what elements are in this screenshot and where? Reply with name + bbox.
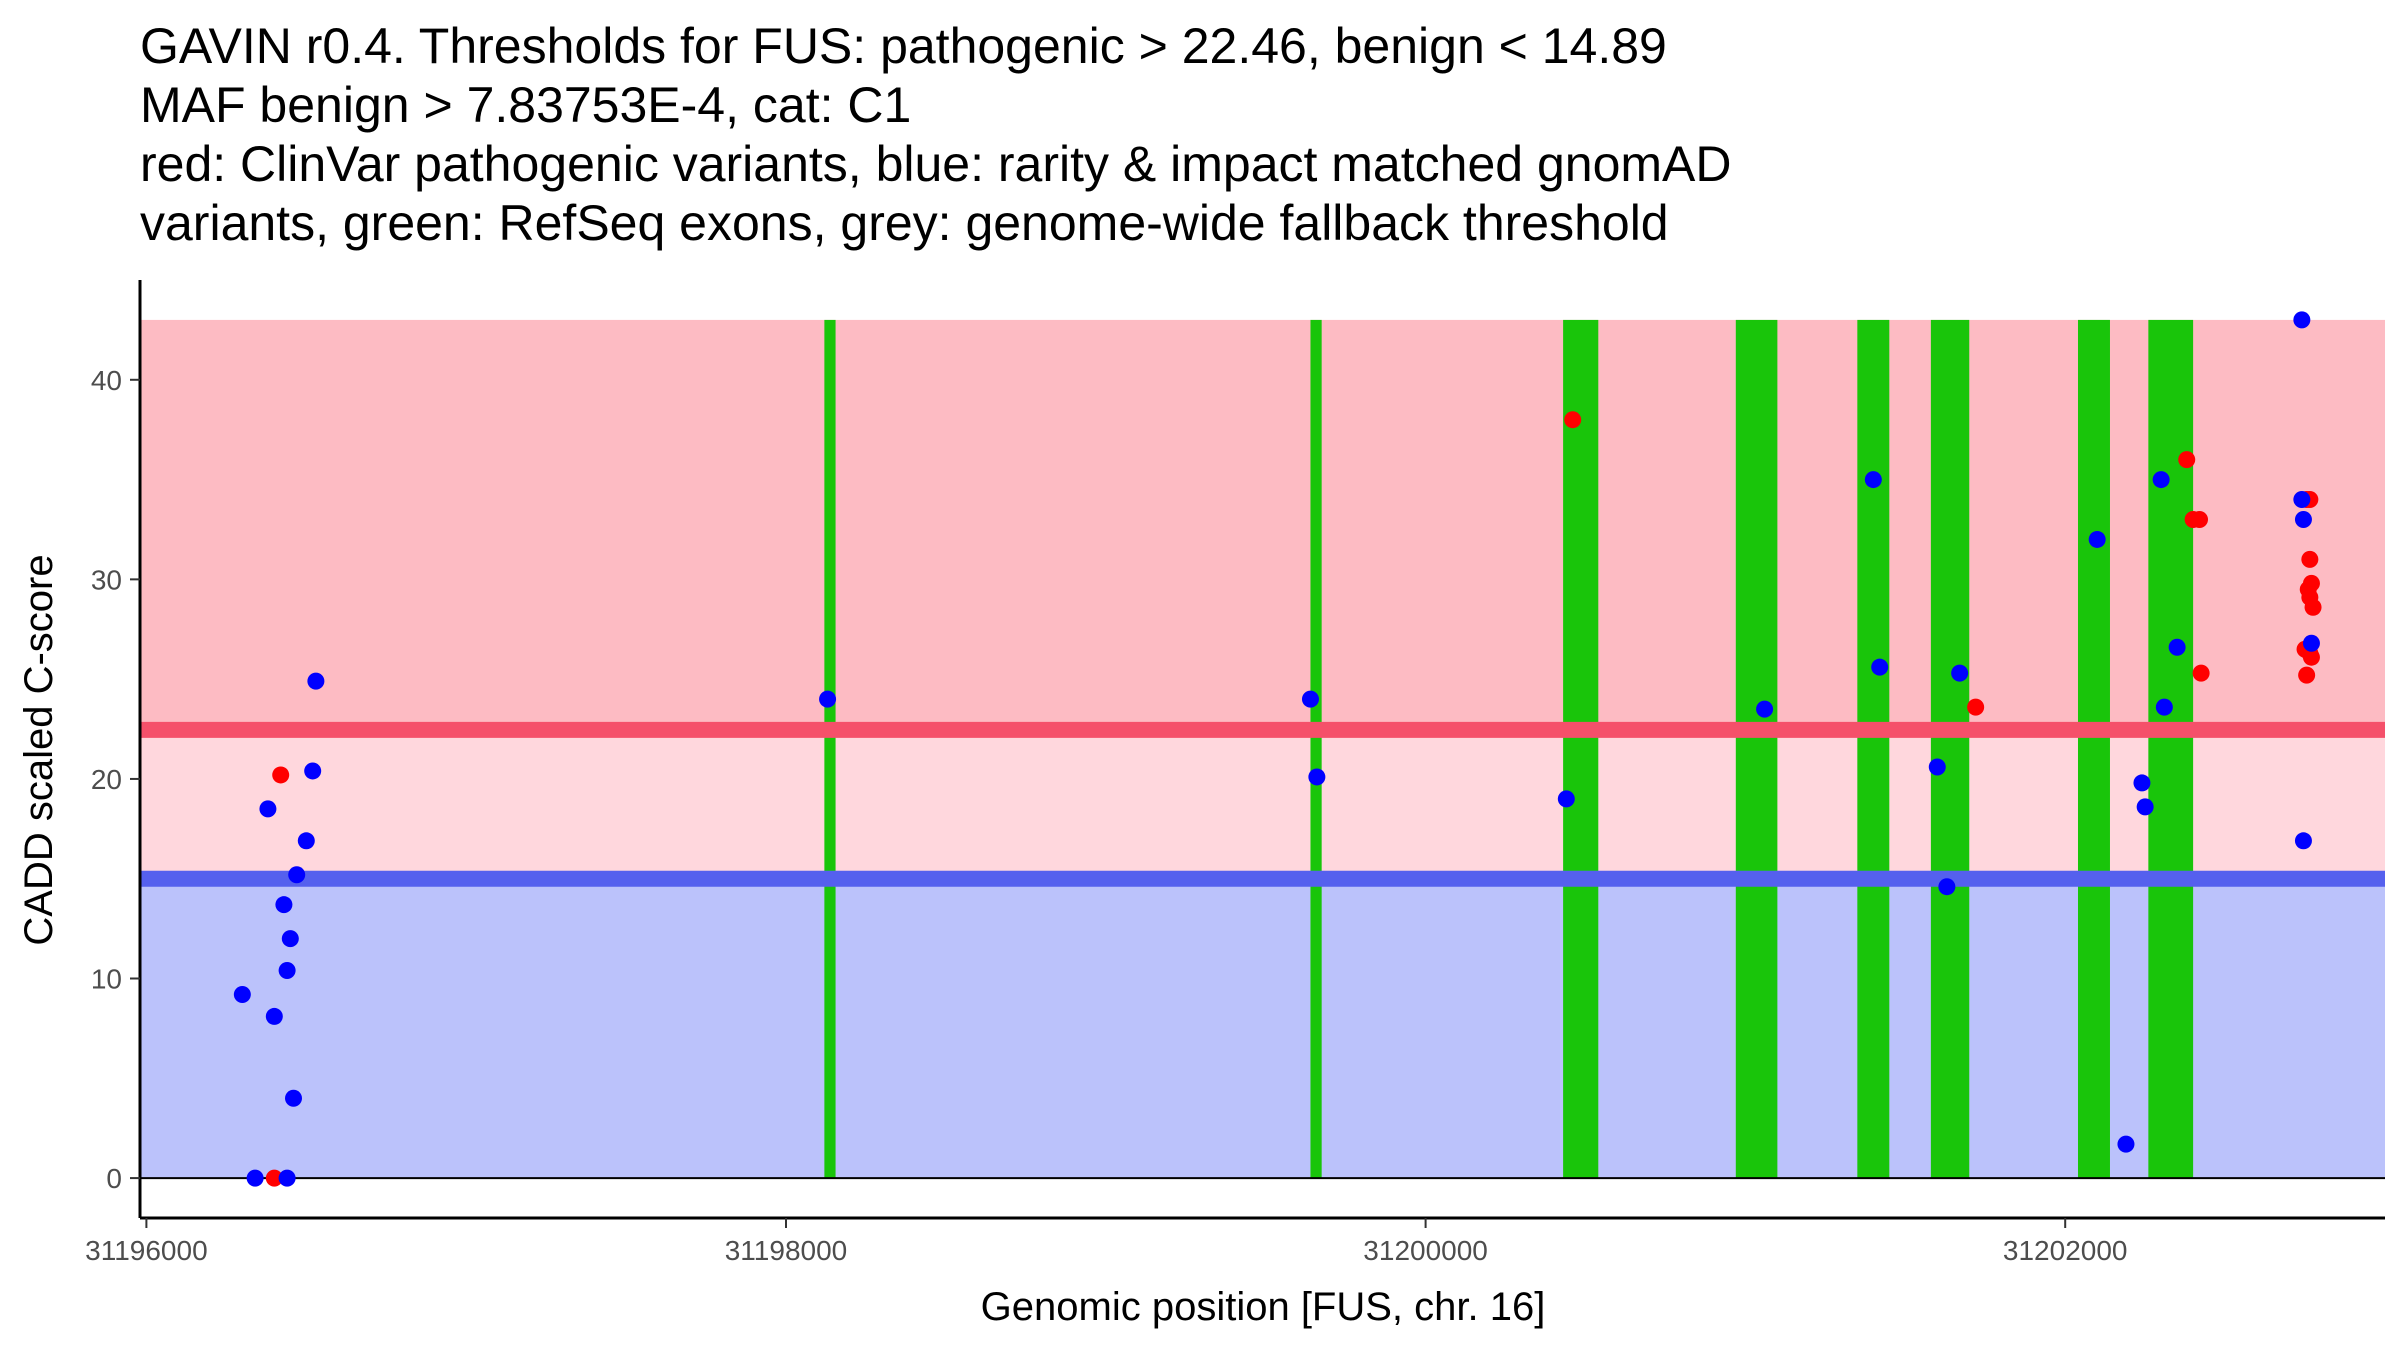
y-tick-label-10: 10 [91, 964, 122, 995]
clinvar-point-7 [2191, 510, 2209, 528]
clinvar-point-3 [1564, 411, 1582, 429]
gnomad-point-14 [819, 690, 837, 708]
gnomad-point-12 [246, 1169, 264, 1187]
clinvar-point-11 [2301, 550, 2319, 568]
gnomad-point-19 [1864, 471, 1882, 489]
gnomad-point-25 [2117, 1135, 2135, 1153]
gnomad-point-1 [307, 672, 325, 690]
clinvar-point-5 [2178, 451, 2196, 469]
x-tick-label-31198000: 31198000 [725, 1235, 848, 1266]
y-tick-label-30: 30 [91, 564, 122, 595]
gnomad-point-23 [1951, 664, 1969, 682]
gnomad-point-3 [259, 800, 277, 818]
y-tick-label-40: 40 [91, 365, 122, 396]
gnomad-point-34 [2294, 832, 2312, 850]
gnomad-point-21 [1928, 758, 1946, 776]
gnomad-point-26 [2133, 774, 2151, 792]
title-line-3: red: ClinVar pathogenic variants, blue: … [140, 136, 1731, 192]
benign-zone-band [140, 880, 2385, 1179]
gnomad-point-4 [297, 832, 315, 850]
clinvar-point-1 [272, 766, 290, 784]
gnomad-point-8 [278, 962, 296, 980]
gnomad-point-24 [2088, 530, 2106, 548]
exon-bar-5 [1857, 319, 1890, 1179]
axes [138, 280, 2385, 1220]
gnomad-point-2 [304, 762, 322, 780]
gnomad-point-10 [265, 1007, 283, 1025]
y-tick-label-20: 20 [91, 764, 122, 795]
gnomad-point-13 [278, 1169, 296, 1187]
gnomad-point-17 [1557, 790, 1575, 808]
clinvar-point-19 [2298, 666, 2316, 684]
y-axis-ticks: 0 10 20 30 40 [91, 365, 140, 1194]
gnomad-point-32 [2293, 491, 2311, 509]
gnomad-point-7 [281, 930, 299, 948]
exon-bar-8 [2148, 319, 2194, 1179]
x-axis-ticks: 31196000 31198000 31200000 31202000 [85, 1218, 2127, 1266]
exon-bar-7 [2077, 319, 2110, 1179]
exon-bar-1 [824, 319, 836, 1179]
y-axis-title: CADD scaled C-score [17, 554, 61, 945]
exon-bar-4 [1735, 319, 1778, 1179]
clinvar-point-15 [2304, 598, 2322, 616]
gnomad-point-22 [1938, 878, 1956, 896]
gnomad-point-16 [1308, 768, 1326, 786]
clinvar-point-2 [265, 1169, 283, 1187]
gnomad-point-27 [2136, 798, 2154, 816]
x-tick-label-31200000: 31200000 [1363, 1235, 1488, 1266]
title-line-2: MAF benign > 7.83753E-4, cat: C1 [140, 77, 911, 133]
exon-bar-2 [1310, 319, 1322, 1179]
grey-zone-band [140, 729, 2385, 881]
gnomad-point-18 [1756, 700, 1774, 718]
chart-title: GAVIN r0.4. Thresholds for FUS: pathogen… [140, 18, 1731, 251]
gnomad-point-31 [2293, 311, 2311, 329]
x-axis-title: Genomic position [FUS, chr. 16] [981, 1285, 1546, 1329]
gnomad-point-30 [2168, 638, 2186, 656]
gnomad-point-33 [2294, 510, 2312, 528]
clinvar-point-8 [2192, 664, 2210, 682]
gnomad-point-15 [1301, 690, 1319, 708]
gnomad-point-6 [275, 896, 293, 914]
gnomad-point-5 [288, 866, 306, 884]
exon-bar-3 [1563, 319, 1599, 1179]
y-tick-label-0: 0 [106, 1163, 122, 1194]
threshold-lines [140, 721, 2385, 887]
title-line-1: GAVIN r0.4. Thresholds for FUS: pathogen… [140, 18, 1667, 74]
exon-bars [824, 319, 2194, 1179]
x-tick-label-31196000: 31196000 [85, 1235, 208, 1266]
title-line-4: variants, green: RefSeq exons, grey: gen… [140, 195, 1669, 251]
clinvar-point-18 [2302, 648, 2320, 666]
gnomad-point-35 [2302, 634, 2320, 652]
pathogenic-zone-band [140, 319, 2385, 730]
threshold-regions [140, 319, 2385, 1179]
gnomad-point-20 [1871, 658, 1889, 676]
clinvar-point-4 [1967, 698, 1985, 716]
x-tick-label-31202000: 31202000 [2003, 1235, 2128, 1266]
gnomad-point-9 [233, 985, 251, 1003]
exon-bar-6 [1930, 319, 1970, 1179]
gnomad-point-29 [2155, 698, 2173, 716]
gnomad-point-28 [2152, 471, 2170, 489]
variant-points [233, 311, 2322, 1187]
gnomad-point-11 [285, 1089, 303, 1107]
